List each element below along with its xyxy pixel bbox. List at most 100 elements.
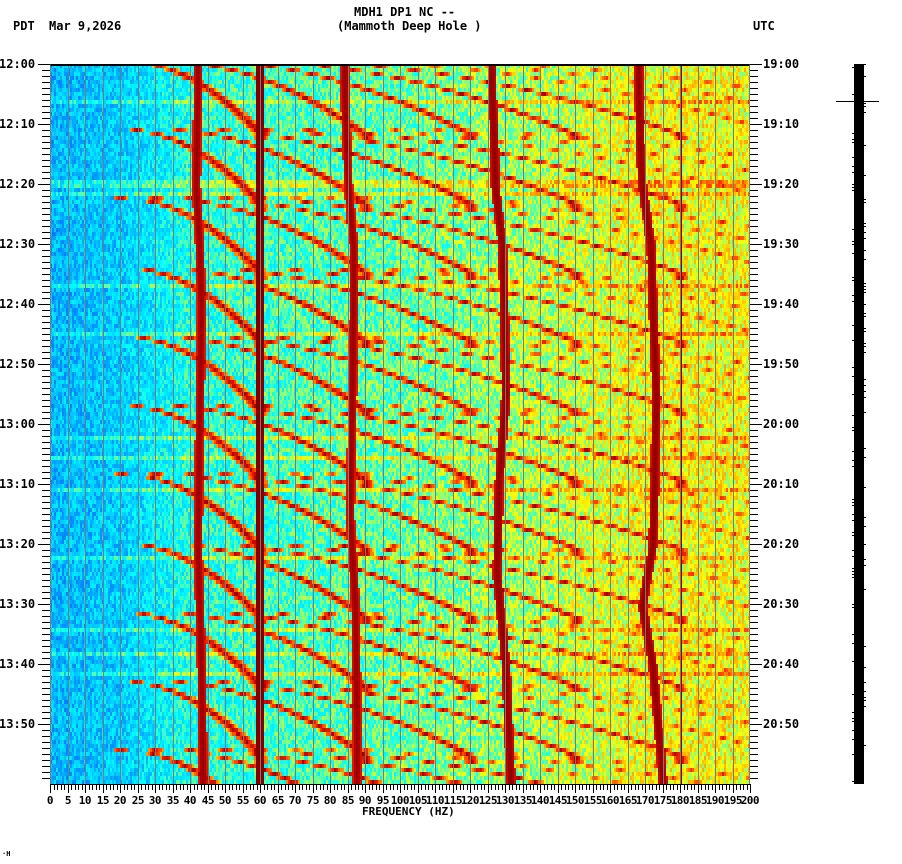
trace-wiggle <box>864 313 866 314</box>
y-minor-tick <box>750 130 758 131</box>
right-time-label: 19:20 <box>763 177 800 191</box>
trace-wiggle <box>852 229 854 230</box>
left-time-label: 12:50 <box>0 357 36 371</box>
x-minor-tick <box>687 784 688 790</box>
y-minor-tick <box>750 238 758 239</box>
x-minor-tick <box>726 784 727 790</box>
trace-wiggle <box>864 331 866 332</box>
y-minor-tick <box>42 622 50 623</box>
x-minor-tick <box>502 784 503 790</box>
y-minor-tick <box>42 106 50 107</box>
trace-wiggle <box>852 568 854 569</box>
x-minor-tick <box>358 784 359 790</box>
x-minor-tick <box>537 784 538 790</box>
y-minor-tick <box>750 322 758 323</box>
x-minor-tick <box>446 784 447 790</box>
y-minor-tick <box>750 586 758 587</box>
trace-wiggle <box>852 451 854 452</box>
y-minor-tick <box>42 376 50 377</box>
y-minor-tick <box>750 460 758 461</box>
x-minor-tick <box>54 784 55 790</box>
x-minor-tick <box>617 784 618 790</box>
y-major-tick <box>38 604 50 605</box>
y-minor-tick <box>750 556 758 557</box>
trace-wiggle <box>864 385 866 386</box>
y-minor-tick <box>42 328 50 329</box>
x-minor-tick <box>309 784 310 790</box>
frequency-tick-label: 35 <box>166 794 180 807</box>
y-minor-tick <box>750 154 758 155</box>
left-time-label: 12:40 <box>0 297 36 311</box>
y-minor-tick <box>42 436 50 437</box>
y-minor-tick <box>42 214 50 215</box>
x-minor-tick <box>117 784 118 790</box>
y-minor-tick <box>42 82 50 83</box>
x-major-tick <box>628 784 629 793</box>
x-minor-tick <box>369 784 370 790</box>
y-minor-tick <box>42 478 50 479</box>
y-major-tick <box>750 424 762 425</box>
y-minor-tick <box>750 634 758 635</box>
y-major-tick <box>750 304 762 305</box>
x-minor-tick <box>215 784 216 790</box>
y-minor-tick <box>750 346 758 347</box>
y-minor-tick <box>750 592 758 593</box>
y-minor-tick <box>42 454 50 455</box>
y-major-tick <box>38 244 50 245</box>
x-minor-tick <box>743 784 744 790</box>
x-minor-tick <box>516 784 517 790</box>
y-minor-tick <box>42 76 50 77</box>
y-minor-tick <box>42 586 50 587</box>
x-major-tick <box>733 784 734 793</box>
x-minor-tick <box>201 784 202 790</box>
x-minor-tick <box>607 784 608 790</box>
y-minor-tick <box>42 346 50 347</box>
right-time-label: 19:00 <box>763 57 800 71</box>
left-time-label: 12:10 <box>0 117 36 131</box>
y-minor-tick <box>42 430 50 431</box>
x-minor-tick <box>124 784 125 790</box>
x-minor-tick <box>355 784 356 790</box>
trace-wiggle <box>852 712 854 713</box>
y-minor-tick <box>750 754 758 755</box>
y-minor-tick <box>750 286 758 287</box>
y-minor-tick <box>750 196 758 197</box>
corner-mark: ·H <box>2 850 11 858</box>
left-time-label: 13:40 <box>0 657 36 671</box>
trace-wiggle <box>864 223 866 224</box>
x-minor-tick <box>267 784 268 790</box>
x-minor-tick <box>484 784 485 790</box>
trace-wiggle <box>864 706 866 707</box>
y-minor-tick <box>42 562 50 563</box>
right-time-label: 19:40 <box>763 297 800 311</box>
y-minor-tick <box>750 160 758 161</box>
y-minor-tick <box>42 496 50 497</box>
y-minor-tick <box>42 652 50 653</box>
x-minor-tick <box>327 784 328 790</box>
y-minor-tick <box>750 316 758 317</box>
x-minor-tick <box>439 784 440 790</box>
y-minor-tick <box>750 400 758 401</box>
x-major-tick <box>715 784 716 793</box>
right-time-label: 20:10 <box>763 477 800 491</box>
x-major-tick <box>190 784 191 793</box>
trace-wiggle <box>852 166 854 167</box>
y-minor-tick <box>42 256 50 257</box>
trace-wiggle <box>852 577 854 578</box>
trace-wiggle <box>852 604 854 605</box>
trace-wiggle <box>864 526 866 527</box>
y-minor-tick <box>42 208 50 209</box>
trace-wiggle <box>864 379 866 380</box>
x-minor-tick <box>57 784 58 790</box>
x-minor-tick <box>551 784 552 790</box>
frequency-tick-label: 190 <box>705 794 725 807</box>
y-minor-tick <box>750 358 758 359</box>
y-minor-tick <box>750 280 758 281</box>
x-minor-tick <box>421 784 422 790</box>
x-major-tick <box>278 784 279 793</box>
y-minor-tick <box>750 352 758 353</box>
trace-wiggle <box>864 283 866 284</box>
trace-wiggle <box>852 394 854 395</box>
x-minor-tick <box>624 784 625 790</box>
y-minor-tick <box>42 550 50 551</box>
